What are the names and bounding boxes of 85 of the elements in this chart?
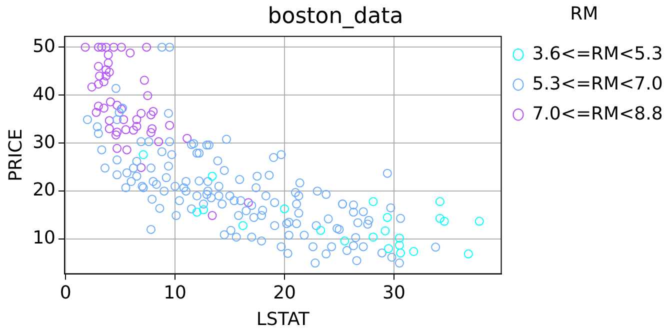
point bbox=[126, 48, 135, 58]
point bbox=[464, 249, 473, 258]
point bbox=[316, 226, 326, 235]
point bbox=[119, 115, 128, 124]
point bbox=[146, 110, 156, 120]
point bbox=[94, 42, 103, 52]
point bbox=[121, 125, 130, 134]
y-tick-label: 40 bbox=[32, 84, 56, 105]
point bbox=[435, 197, 444, 206]
point bbox=[368, 232, 378, 242]
point bbox=[146, 128, 156, 138]
point bbox=[340, 236, 350, 246]
point bbox=[384, 244, 394, 254]
point bbox=[138, 150, 148, 160]
point bbox=[396, 248, 406, 258]
point bbox=[104, 58, 113, 68]
point bbox=[208, 172, 217, 181]
point bbox=[440, 216, 449, 226]
point bbox=[208, 211, 217, 220]
legend-title: RM bbox=[570, 4, 598, 25]
point bbox=[99, 77, 108, 86]
point bbox=[106, 97, 115, 106]
point bbox=[97, 42, 106, 52]
point bbox=[128, 126, 138, 135]
point bbox=[143, 91, 152, 100]
point bbox=[380, 226, 390, 236]
point bbox=[116, 42, 126, 52]
x-tick-label: 30 bbox=[382, 282, 406, 304]
x-tick-label: 10 bbox=[164, 282, 187, 304]
point bbox=[104, 68, 114, 77]
point bbox=[136, 163, 146, 172]
point bbox=[132, 115, 142, 124]
y-tick-label: 30 bbox=[32, 132, 56, 153]
legend-label: 5.3<=RM<7.0 bbox=[532, 73, 663, 94]
point bbox=[474, 216, 484, 226]
point bbox=[99, 104, 108, 113]
point bbox=[104, 50, 113, 60]
point bbox=[94, 102, 103, 111]
point bbox=[122, 145, 132, 154]
point bbox=[154, 137, 164, 146]
point bbox=[112, 100, 122, 110]
point bbox=[132, 122, 142, 131]
point bbox=[244, 198, 253, 208]
point bbox=[435, 214, 444, 223]
legend-label: 3.6<=RM<5.3 bbox=[532, 43, 663, 64]
point bbox=[112, 128, 122, 137]
legend-label: 7.0<=RM<8.8 bbox=[532, 103, 663, 124]
point bbox=[104, 124, 114, 134]
point bbox=[142, 42, 152, 52]
point bbox=[92, 108, 101, 117]
point bbox=[94, 80, 103, 89]
point bbox=[102, 65, 111, 74]
point bbox=[95, 71, 104, 80]
point bbox=[382, 212, 392, 222]
point bbox=[112, 144, 122, 153]
chart-title: boston_data bbox=[268, 4, 404, 29]
point bbox=[136, 108, 146, 118]
x-tick-label: 0 bbox=[60, 282, 72, 304]
point bbox=[409, 247, 418, 256]
point bbox=[280, 204, 290, 214]
point bbox=[140, 76, 149, 85]
point bbox=[148, 106, 158, 116]
point bbox=[238, 221, 248, 230]
point bbox=[102, 71, 111, 80]
point bbox=[368, 197, 378, 206]
point bbox=[87, 82, 96, 92]
point bbox=[148, 124, 157, 134]
point bbox=[165, 120, 174, 130]
point bbox=[102, 42, 111, 52]
point bbox=[104, 116, 114, 126]
point bbox=[192, 208, 202, 217]
point bbox=[109, 42, 118, 52]
point bbox=[394, 234, 404, 243]
y-tick-label: 20 bbox=[32, 180, 56, 201]
y-tick-label: 10 bbox=[32, 228, 56, 249]
x-axis-title: LSTAT bbox=[256, 308, 310, 330]
point bbox=[199, 205, 208, 214]
point bbox=[94, 62, 103, 71]
y-axis-title: PRICE bbox=[5, 128, 26, 182]
point bbox=[111, 130, 120, 140]
y-tick-label: 50 bbox=[32, 36, 56, 57]
point bbox=[394, 240, 404, 250]
point bbox=[182, 134, 192, 143]
point bbox=[80, 42, 90, 52]
x-tick-label: 20 bbox=[273, 282, 296, 304]
